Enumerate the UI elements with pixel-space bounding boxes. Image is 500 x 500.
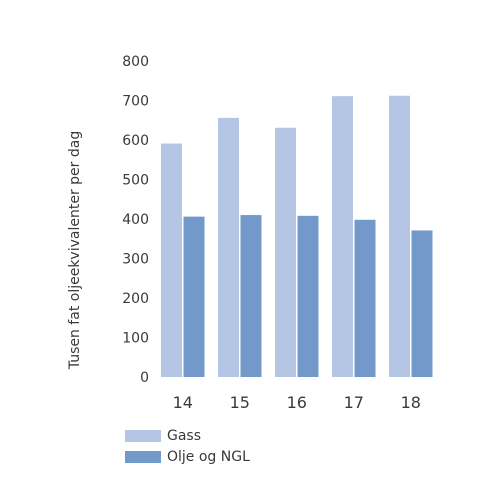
bar-olje-og-ngl-16 [297,215,319,377]
y-axis-ticks: 0 100 200 300 400 500 600 700 800 [122,54,149,386]
bar-olje-og-ngl-14 [183,216,205,377]
x-tick-label: 16 [287,393,307,412]
legend-swatch-gass [125,430,161,442]
bar-olje-og-ngl-17 [354,219,376,377]
y-tick-label: 0 [140,370,149,386]
x-tick-label: 18 [401,393,421,412]
y-tick-label: 200 [122,291,149,307]
legend-item-gass: Gass [125,426,250,446]
legend-item-olje-og-ngl: Olje og NGL [125,447,250,467]
y-tick-label: 100 [122,331,149,347]
legend-swatch-olje-og-ngl [125,451,161,463]
bars [161,95,433,377]
y-tick-label: 800 [122,54,149,70]
x-tick-label: 14 [173,393,193,412]
x-axis-ticks: 14 15 16 17 18 [173,393,421,412]
y-tick-label: 400 [122,212,149,228]
legend: Gass Olje og NGL [125,426,250,468]
bar-olje-og-ngl-18 [411,230,433,377]
x-tick-label: 15 [230,393,250,412]
legend-label-olje-og-ngl: Olje og NGL [167,449,250,465]
bar-gass-16 [275,127,296,377]
y-tick-label: 300 [122,252,149,268]
bar-gass-18 [389,95,410,377]
y-tick-label: 700 [122,94,149,110]
x-tick-label: 17 [344,393,364,412]
bar-gass-17 [332,96,353,377]
bar-olje-og-ngl-15 [240,215,262,377]
legend-label-gass: Gass [167,428,202,444]
bar-gass-14 [161,143,182,377]
y-tick-label: 500 [122,173,149,189]
y-tick-label: 600 [122,133,149,149]
y-axis-label: Tusen fat oljeekvivalenter per dag [67,131,83,370]
bar-gass-15 [218,117,239,377]
